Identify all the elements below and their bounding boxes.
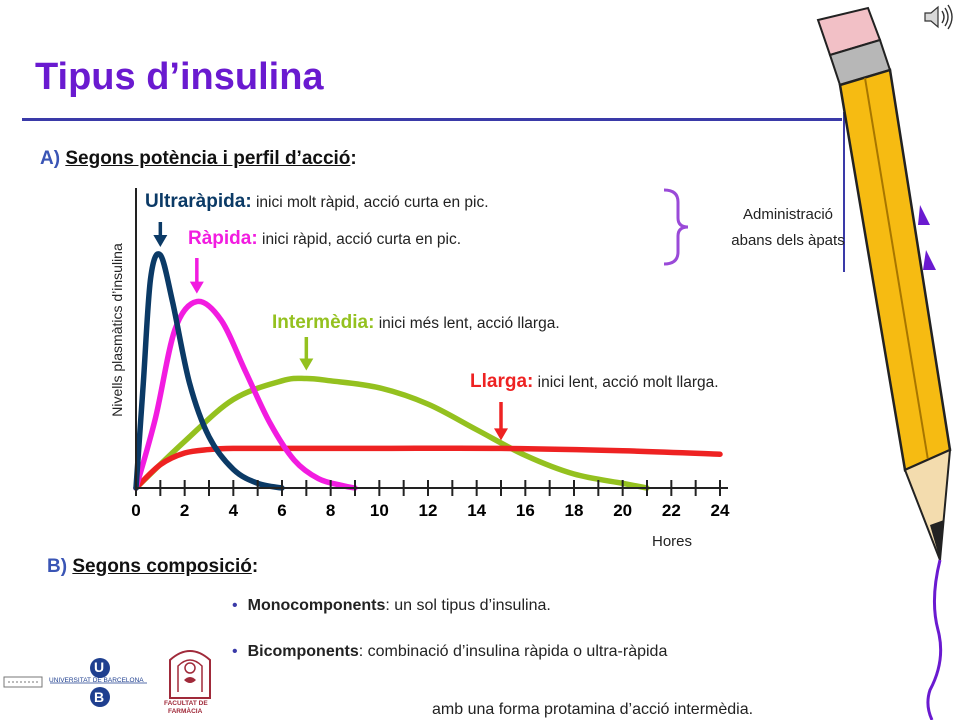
bullet-bold: Bicomponents xyxy=(247,643,359,660)
faculty-line-1: FACULTAT DE xyxy=(164,700,208,707)
x-tick-label: 0 xyxy=(131,501,140,520)
x-tick-label: 2 xyxy=(180,501,189,520)
speaker-icon[interactable] xyxy=(922,2,956,32)
x-axis-label: Hores xyxy=(652,533,693,550)
administration-line-2: abans dels àpats xyxy=(731,232,845,249)
section-a-heading: A) Segons potència i perfil d’acció: xyxy=(40,148,357,170)
ub-logo: U B UNIVERSITAT DE BARCELONA xyxy=(2,655,152,713)
type-desc: inici més lent, acció llarga. xyxy=(374,315,560,332)
arrow-head xyxy=(494,428,508,441)
ub-letter-b: B xyxy=(94,689,105,705)
x-tick-label: 8 xyxy=(326,501,335,520)
x-tick-label: 18 xyxy=(565,501,584,520)
series-line-ràpida xyxy=(133,298,358,491)
x-tick-label: 4 xyxy=(229,501,239,520)
bullet-bicomponents: • Bicomponents: combinació d’insulina ràp… xyxy=(232,643,667,661)
arrow-ràpida xyxy=(189,258,204,294)
series-line-ultraràpida xyxy=(133,251,285,491)
type-label-rapida: Ràpida: inici ràpid, acció curta en pic. xyxy=(188,228,461,250)
ub-letter-u: U xyxy=(94,659,105,675)
x-tick-label: 6 xyxy=(277,501,286,520)
section-a-text: Segons potència i perfil d’acció xyxy=(65,148,351,169)
pencil-icon xyxy=(780,0,960,721)
type-colon: : xyxy=(368,312,375,333)
bullet-monocomponents: • Monocomponents: un sol tipus d’insulina… xyxy=(232,597,551,615)
type-colon: : xyxy=(251,228,258,249)
x-tick-label: 16 xyxy=(516,501,535,520)
bullet-dot-icon: • xyxy=(232,597,238,614)
ub-name: UNIVERSITAT DE BARCELONA xyxy=(49,677,144,684)
type-label-intermedia: Intermèdia: inici més lent, acció llarga… xyxy=(272,312,560,334)
type-colon: : xyxy=(245,191,252,212)
section-b-text: Segons composició xyxy=(72,556,252,577)
section-a-colon: : xyxy=(350,148,357,169)
type-name: Ultraràpida xyxy=(145,191,246,212)
x-tick-label: 14 xyxy=(467,501,486,520)
type-label-llarga: Llarga: inici lent, acció molt llarga. xyxy=(470,371,719,393)
section-b-colon: : xyxy=(251,556,259,577)
x-tick-label: 10 xyxy=(370,501,389,520)
type-desc: inici ràpid, acció curta en pic. xyxy=(257,231,462,248)
x-tick-label: 20 xyxy=(613,501,632,520)
bullet-rest: : un sol tipus d’insulina. xyxy=(385,597,551,614)
faculty-logo: FACULTAT DE FARMÀCIA xyxy=(162,640,218,718)
x-tick-label: 12 xyxy=(419,501,438,520)
arrow-head xyxy=(299,358,314,371)
bullet-bold: Monocomponents xyxy=(247,597,386,614)
administration-line-1: Administració xyxy=(742,206,834,223)
arrow-ultraràpida xyxy=(153,222,168,247)
type-desc: inici molt ràpid, acció curta en pic. xyxy=(251,194,489,211)
section-b-letter: B) xyxy=(47,556,68,577)
brace-icon xyxy=(660,188,690,266)
type-desc: inici lent, acció molt llarga. xyxy=(533,374,719,391)
faculty-line-2: FARMÀCIA xyxy=(168,708,203,715)
title-rule xyxy=(22,118,842,121)
type-colon: : xyxy=(527,371,534,392)
section-b-heading: B) Segons composició: xyxy=(47,556,258,578)
administration-note: Administració abans dels àpats xyxy=(693,202,883,254)
bullet-continuation: amb una forma protamina d’acció intermèd… xyxy=(432,701,754,718)
x-tick-label: 22 xyxy=(662,501,681,520)
bullet-dot-icon: • xyxy=(232,643,238,660)
page-title: Tipus d’insulina xyxy=(35,56,324,98)
type-name: Intermèdia xyxy=(272,312,369,333)
type-name: Llarga xyxy=(470,371,528,392)
arrow-llarga xyxy=(494,402,508,441)
arrow-head xyxy=(153,235,168,247)
vertical-rule xyxy=(843,112,845,272)
arrow-head xyxy=(189,281,204,294)
section-a-letter: A) xyxy=(40,148,61,169)
arrow-intermèdia xyxy=(299,337,314,371)
type-name: Ràpida xyxy=(188,228,252,249)
bullet-rest: : combinació d’insulina ràpida o ultra-r… xyxy=(358,643,668,660)
series-line-intermèdia xyxy=(133,375,650,491)
type-label-ultrarapida: Ultraràpida: inici molt ràpid, acció cur… xyxy=(145,191,489,213)
x-tick-label: 24 xyxy=(711,501,730,520)
